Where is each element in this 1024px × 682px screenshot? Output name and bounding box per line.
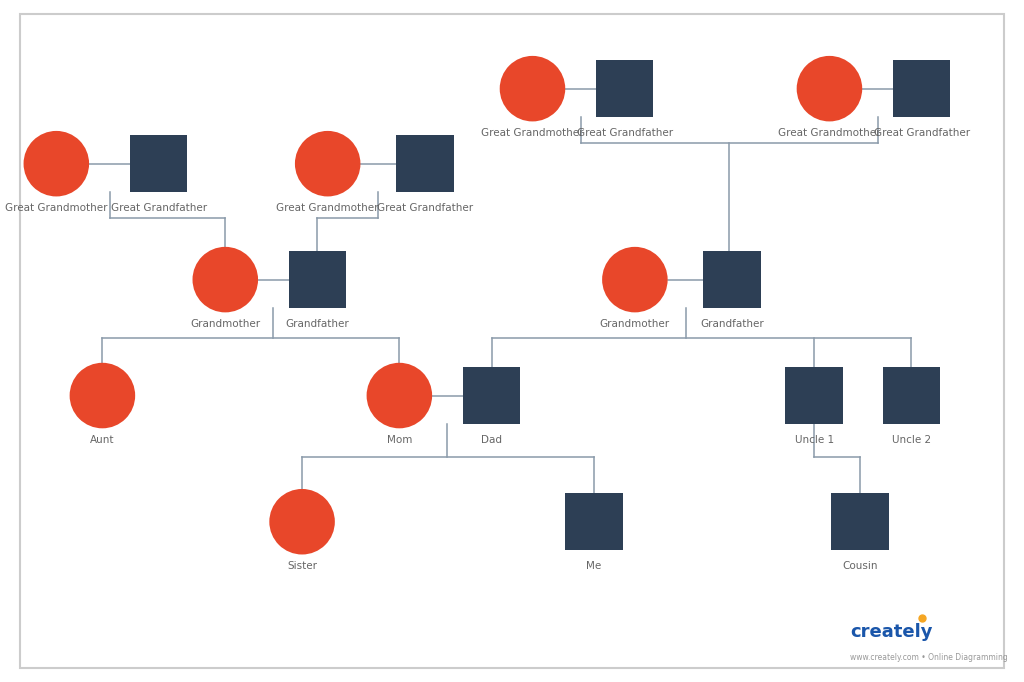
Ellipse shape bbox=[24, 131, 89, 196]
Text: Uncle 1: Uncle 1 bbox=[795, 435, 834, 445]
Text: Grandfather: Grandfather bbox=[286, 319, 349, 329]
FancyBboxPatch shape bbox=[893, 60, 950, 117]
Text: Great Grandfather: Great Grandfather bbox=[873, 128, 970, 138]
FancyBboxPatch shape bbox=[703, 251, 761, 308]
FancyBboxPatch shape bbox=[831, 493, 889, 550]
Text: www.creately.com • Online Diagramming: www.creately.com • Online Diagramming bbox=[850, 653, 1008, 662]
Text: Me: Me bbox=[587, 561, 601, 572]
FancyBboxPatch shape bbox=[463, 367, 520, 424]
Ellipse shape bbox=[295, 131, 360, 196]
FancyBboxPatch shape bbox=[883, 367, 940, 424]
Text: creately: creately bbox=[850, 623, 933, 641]
Text: Great Grandfather: Great Grandfather bbox=[377, 203, 473, 213]
Text: Great Grandmother: Great Grandmother bbox=[276, 203, 379, 213]
Text: Grandmother: Grandmother bbox=[600, 319, 670, 329]
Ellipse shape bbox=[193, 247, 258, 312]
Ellipse shape bbox=[269, 489, 335, 554]
FancyBboxPatch shape bbox=[565, 493, 623, 550]
FancyBboxPatch shape bbox=[396, 135, 454, 192]
Ellipse shape bbox=[797, 56, 862, 121]
Text: Great Grandmother: Great Grandmother bbox=[481, 128, 584, 138]
Text: Grandfather: Grandfather bbox=[700, 319, 764, 329]
Ellipse shape bbox=[500, 56, 565, 121]
FancyBboxPatch shape bbox=[130, 135, 187, 192]
Text: Great Grandmother: Great Grandmother bbox=[778, 128, 881, 138]
Ellipse shape bbox=[367, 363, 432, 428]
Text: Sister: Sister bbox=[287, 561, 317, 572]
Text: Aunt: Aunt bbox=[90, 435, 115, 445]
Text: Great Grandfather: Great Grandfather bbox=[111, 203, 207, 213]
Text: Cousin: Cousin bbox=[843, 561, 878, 572]
FancyBboxPatch shape bbox=[785, 367, 843, 424]
Text: Grandmother: Grandmother bbox=[190, 319, 260, 329]
Text: Great Grandfather: Great Grandfather bbox=[577, 128, 673, 138]
Text: Mom: Mom bbox=[387, 435, 412, 445]
FancyBboxPatch shape bbox=[596, 60, 653, 117]
Text: Great Grandmother: Great Grandmother bbox=[5, 203, 108, 213]
Ellipse shape bbox=[602, 247, 668, 312]
Ellipse shape bbox=[70, 363, 135, 428]
Text: Uncle 2: Uncle 2 bbox=[892, 435, 931, 445]
Text: Dad: Dad bbox=[481, 435, 502, 445]
FancyBboxPatch shape bbox=[289, 251, 346, 308]
